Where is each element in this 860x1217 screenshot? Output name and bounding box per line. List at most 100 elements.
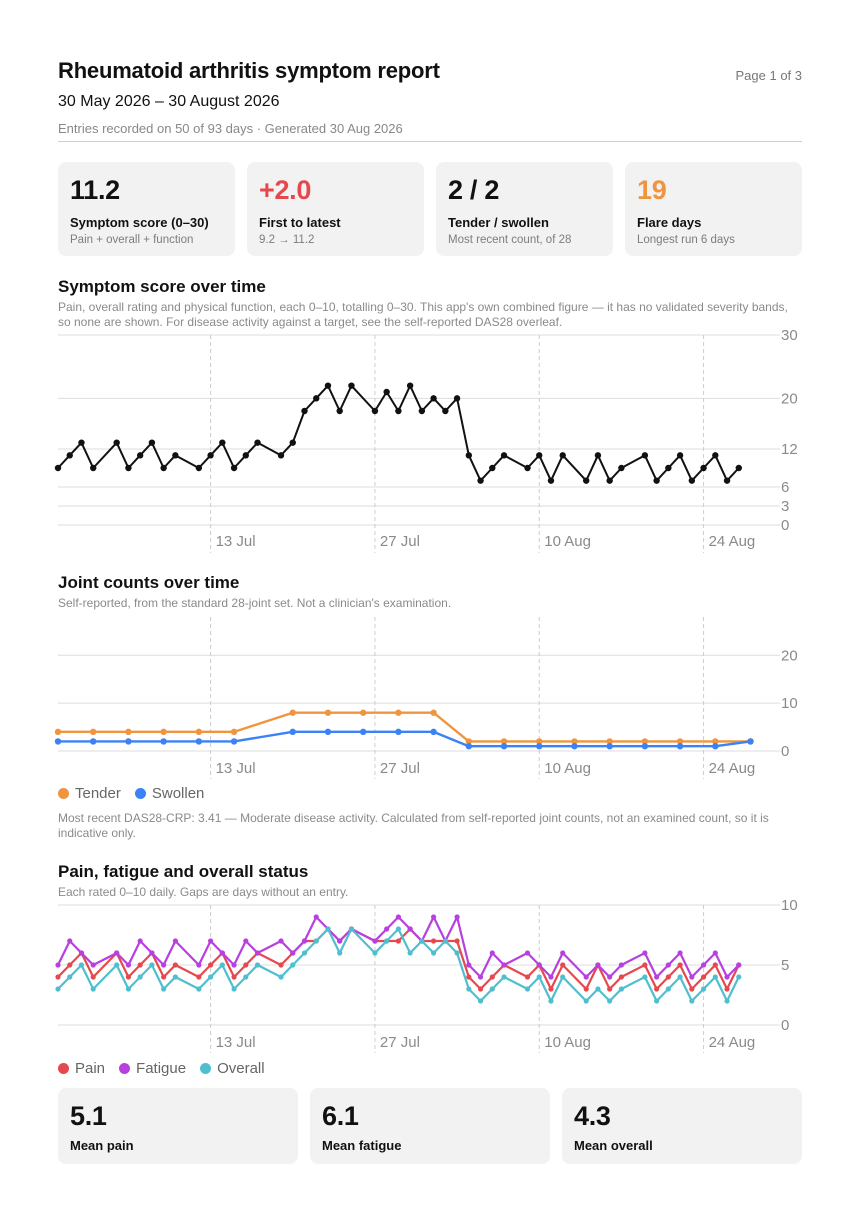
summary-card-tender-swollen: 2 / 2 Tender / swollen Most recent count…: [436, 162, 613, 256]
data-point: [642, 974, 648, 980]
data-point: [430, 728, 437, 736]
x-tick-label: 24 Aug: [709, 533, 756, 550]
data-point: [560, 962, 566, 968]
date-range: 30 May 2026 – 30 August 2026: [58, 93, 280, 110]
data-point: [442, 938, 448, 944]
data-point: [136, 452, 144, 459]
legend-label-swollen: Swollen: [151, 785, 205, 802]
data-point: [654, 998, 660, 1004]
data-point: [90, 738, 97, 745]
data-point: [583, 974, 589, 980]
data-point: [665, 986, 671, 992]
data-point: [677, 962, 683, 968]
data-point: [677, 950, 683, 956]
data-point: [148, 439, 156, 446]
pfo-desc: Each rated 0–10 daily. Gaps are days wit…: [58, 885, 349, 899]
data-point: [125, 986, 132, 992]
data-point: [90, 962, 96, 968]
y-tick-label: 20: [781, 390, 798, 407]
data-point: [336, 407, 343, 415]
data-point: [465, 738, 473, 745]
data-point: [313, 395, 320, 402]
y-tick-label: 3: [781, 498, 789, 515]
data-point: [243, 974, 249, 980]
data-point: [560, 974, 566, 980]
data-point: [348, 382, 355, 389]
data-point: [489, 464, 496, 472]
legend-dot-swollen: [134, 788, 146, 799]
data-point: [689, 986, 695, 992]
data-point: [254, 962, 261, 968]
data-point: [243, 938, 249, 944]
data-point: [406, 382, 414, 389]
data-point: [641, 738, 649, 745]
data-point: [676, 743, 684, 750]
data-point: [453, 395, 461, 402]
data-point: [712, 743, 719, 750]
data-point: [618, 974, 625, 980]
data-point: [207, 938, 214, 944]
x-tick-label: 13 Jul: [216, 760, 256, 777]
data-point: [325, 926, 331, 932]
data-point: [654, 974, 660, 980]
data-point: [489, 950, 495, 956]
data-point: [712, 962, 718, 968]
data-point: [536, 452, 543, 459]
data-point: [78, 962, 85, 968]
summary-cards: 11.2 Symptom score (0–30) Pain + overall…: [58, 162, 802, 256]
data-point: [78, 439, 85, 446]
legend-label-pain: Pain: [75, 1060, 106, 1077]
card-label: Mean overall: [574, 1138, 653, 1153]
data-point: [301, 407, 308, 415]
data-point: [430, 709, 437, 716]
legend-item-pain: Pain: [58, 1060, 105, 1077]
data-point: [395, 407, 402, 415]
x-tick-label: 10 Aug: [544, 533, 591, 550]
data-point: [606, 743, 613, 750]
data-point: [395, 728, 402, 736]
data-point: [548, 998, 554, 1004]
data-point: [431, 950, 437, 956]
data-point: [337, 950, 343, 956]
mean-card-fatigue: 6.1 Mean fatigue: [310, 1088, 550, 1164]
data-point: [524, 986, 531, 992]
legend-item-tender: Tender: [58, 785, 121, 802]
data-point: [207, 974, 214, 980]
data-point: [67, 974, 73, 980]
pfo-title: Pain, fatigue and overall status: [58, 862, 309, 881]
data-point: [161, 986, 167, 992]
data-point: [54, 728, 62, 736]
data-point: [700, 974, 707, 980]
data-point: [67, 962, 73, 968]
data-point: [618, 962, 625, 968]
y-tick-label: 5: [781, 957, 789, 974]
data-point: [114, 950, 120, 956]
data-point: [431, 938, 437, 944]
data-point: [172, 962, 178, 968]
data-point: [395, 914, 401, 920]
data-point: [231, 974, 237, 980]
data-point: [466, 974, 472, 980]
data-point: [114, 962, 120, 968]
data-point: [571, 738, 578, 745]
data-point: [419, 938, 425, 944]
series-line-swollen: [58, 730, 751, 748]
data-point: [278, 938, 284, 944]
data-point: [278, 962, 284, 968]
data-point: [219, 950, 225, 956]
data-point: [395, 709, 402, 716]
x-tick-label: 27 Jul: [380, 533, 420, 550]
data-point: [66, 452, 73, 459]
data-point: [607, 986, 613, 992]
y-tick-label: 0: [781, 1017, 789, 1034]
data-point: [407, 926, 413, 932]
series-line-tender: [58, 711, 751, 743]
y-tick-label: 0: [781, 743, 789, 760]
y-tick-label: 0: [781, 517, 789, 534]
data-point: [465, 452, 473, 459]
data-point: [137, 938, 143, 944]
data-point: [712, 974, 718, 980]
data-point: [137, 962, 143, 968]
data-point: [548, 986, 554, 992]
data-point: [477, 477, 484, 484]
